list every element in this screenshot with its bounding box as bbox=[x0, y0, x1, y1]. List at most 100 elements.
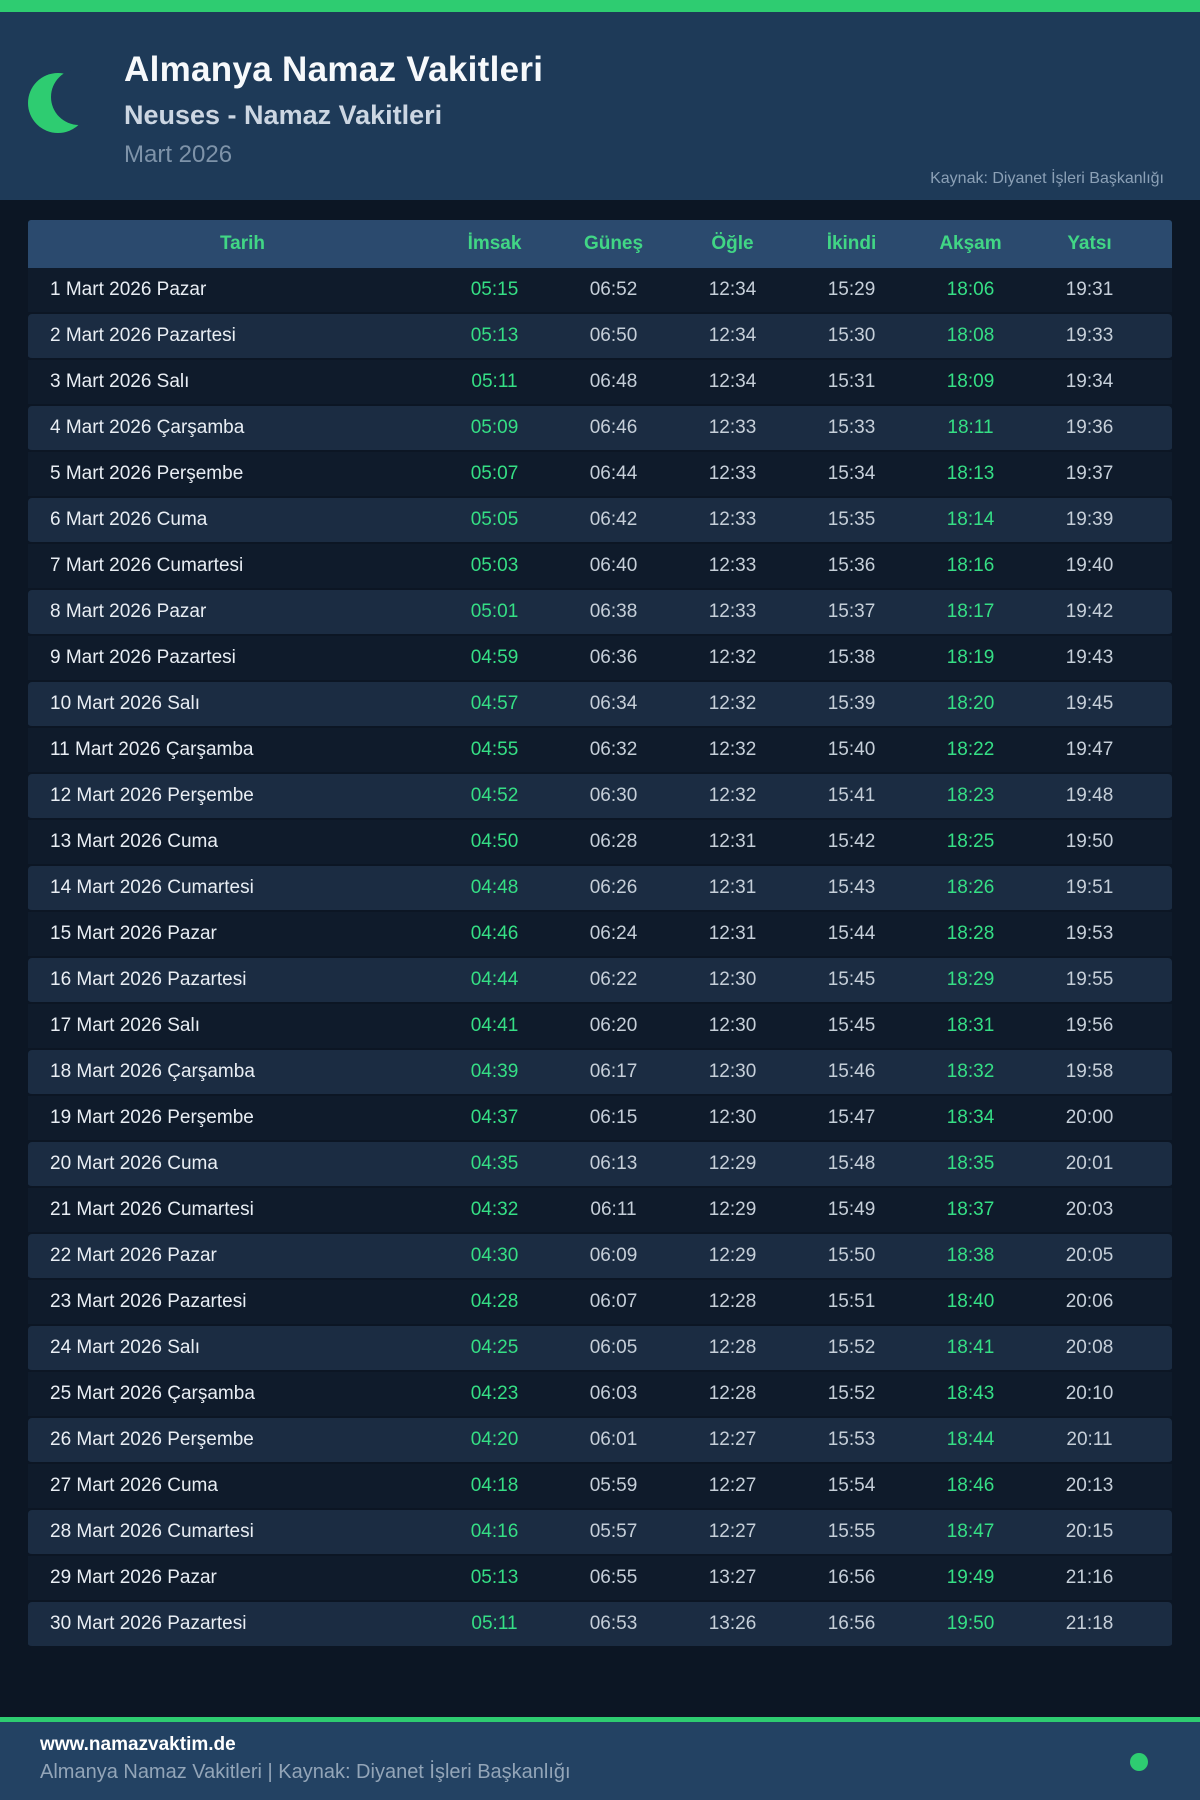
column-header-aksam: Akşam bbox=[939, 233, 1002, 254]
imsak-time-cell: 04:50 bbox=[470, 831, 519, 852]
aksam-time-cell: 18:17 bbox=[946, 601, 995, 622]
date-cell: 5 Mart 2026 Perşembe bbox=[50, 463, 244, 484]
aksam-time-cell: 18:20 bbox=[946, 693, 995, 714]
ogle-time-cell: 12:34 bbox=[708, 325, 757, 346]
ogle-time-cell: 12:33 bbox=[708, 601, 757, 622]
ogle-time-cell: 12:30 bbox=[708, 1015, 757, 1036]
footer-tagline: Almanya Namaz Vakitleri | Kaynak: Diyane… bbox=[40, 1761, 571, 1783]
ikindi-time-cell: 15:38 bbox=[827, 647, 876, 668]
ikindi-time-cell: 15:49 bbox=[827, 1199, 876, 1220]
aksam-time-cell: 18:28 bbox=[946, 923, 995, 944]
date-cell: 24 Mart 2026 Salı bbox=[50, 1337, 200, 1358]
date-cell: 28 Mart 2026 Cumartesi bbox=[50, 1521, 254, 1542]
ikindi-time-cell: 15:31 bbox=[827, 371, 876, 392]
ogle-time-cell: 12:34 bbox=[708, 279, 757, 300]
gunes-time-cell: 06:42 bbox=[589, 509, 638, 530]
table-row: 23 Mart 2026 Pazartesi 04:28 06:07 12:28… bbox=[28, 1280, 1172, 1326]
imsak-time-cell: 05:05 bbox=[470, 509, 519, 530]
ogle-time-cell: 12:27 bbox=[708, 1429, 757, 1450]
gunes-time-cell: 05:57 bbox=[589, 1521, 638, 1542]
table-row: 15 Mart 2026 Pazar 04:46 06:24 12:31 15:… bbox=[28, 912, 1172, 958]
ikindi-time-cell: 15:43 bbox=[827, 877, 876, 898]
date-cell: 19 Mart 2026 Perşembe bbox=[50, 1107, 254, 1128]
gunes-time-cell: 06:32 bbox=[589, 739, 638, 760]
aksam-time-cell: 18:47 bbox=[946, 1521, 995, 1542]
ikindi-time-cell: 15:45 bbox=[827, 969, 876, 990]
table-header-row: Tarih İmsak Güneş Öğle İkindi Akşam Yats… bbox=[28, 220, 1172, 268]
aksam-time-cell: 18:08 bbox=[946, 325, 995, 346]
date-cell: 23 Mart 2026 Pazartesi bbox=[50, 1291, 247, 1312]
gunes-time-cell: 06:44 bbox=[589, 463, 638, 484]
ikindi-time-cell: 15:48 bbox=[827, 1153, 876, 1174]
ikindi-time-cell: 15:54 bbox=[827, 1475, 876, 1496]
footer-site-link[interactable]: www.namazvaktim.de bbox=[40, 1734, 236, 1755]
yatsi-time-cell: 19:33 bbox=[1065, 325, 1114, 346]
yatsi-time-cell: 20:03 bbox=[1065, 1199, 1114, 1220]
ogle-time-cell: 12:29 bbox=[708, 1153, 757, 1174]
yatsi-time-cell: 19:40 bbox=[1065, 555, 1114, 576]
ikindi-time-cell: 15:37 bbox=[827, 601, 876, 622]
ogle-time-cell: 12:29 bbox=[708, 1199, 757, 1220]
month-label: Mart 2026 bbox=[124, 141, 233, 168]
aksam-time-cell: 18:43 bbox=[946, 1383, 995, 1404]
yatsi-time-cell: 20:10 bbox=[1065, 1383, 1114, 1404]
ogle-time-cell: 12:32 bbox=[708, 785, 757, 806]
table-row: 5 Mart 2026 Perşembe 05:07 06:44 12:33 1… bbox=[28, 452, 1172, 498]
gunes-time-cell: 06:52 bbox=[589, 279, 638, 300]
aksam-time-cell: 19:49 bbox=[946, 1567, 995, 1588]
ikindi-time-cell: 15:52 bbox=[827, 1337, 876, 1358]
imsak-time-cell: 05:07 bbox=[470, 463, 519, 484]
yatsi-time-cell: 19:45 bbox=[1065, 693, 1114, 714]
ogle-time-cell: 12:33 bbox=[708, 417, 757, 438]
yatsi-time-cell: 19:55 bbox=[1065, 969, 1114, 990]
table-row: 24 Mart 2026 Salı 04:25 06:05 12:28 15:5… bbox=[28, 1326, 1172, 1372]
gunes-time-cell: 06:13 bbox=[589, 1153, 638, 1174]
yatsi-time-cell: 19:39 bbox=[1065, 509, 1114, 530]
ogle-time-cell: 12:33 bbox=[708, 555, 757, 576]
yatsi-time-cell: 19:31 bbox=[1065, 279, 1114, 300]
yatsi-time-cell: 19:48 bbox=[1065, 785, 1114, 806]
date-cell: 26 Mart 2026 Perşembe bbox=[50, 1429, 254, 1450]
gunes-time-cell: 06:36 bbox=[589, 647, 638, 668]
gunes-time-cell: 06:15 bbox=[589, 1107, 638, 1128]
table-row: 28 Mart 2026 Cumartesi 04:16 05:57 12:27… bbox=[28, 1510, 1172, 1556]
gunes-time-cell: 06:03 bbox=[589, 1383, 638, 1404]
imsak-time-cell: 04:39 bbox=[470, 1061, 519, 1082]
imsak-time-cell: 04:48 bbox=[470, 877, 519, 898]
green-dot-icon bbox=[1130, 1753, 1148, 1771]
aksam-time-cell: 18:25 bbox=[946, 831, 995, 852]
ogle-time-cell: 12:31 bbox=[708, 831, 757, 852]
table-row: 1 Mart 2026 Pazar 05:15 06:52 12:34 15:2… bbox=[28, 268, 1172, 314]
ogle-time-cell: 12:30 bbox=[708, 1061, 757, 1082]
date-cell: 8 Mart 2026 Pazar bbox=[50, 601, 207, 622]
ikindi-time-cell: 15:46 bbox=[827, 1061, 876, 1082]
date-cell: 12 Mart 2026 Perşembe bbox=[50, 785, 254, 806]
table-row: 30 Mart 2026 Pazartesi 05:11 06:53 13:26… bbox=[28, 1602, 1172, 1648]
table-row: 6 Mart 2026 Cuma 05:05 06:42 12:33 15:35… bbox=[28, 498, 1172, 544]
column-header-imsak: İmsak bbox=[467, 233, 522, 254]
imsak-time-cell: 04:35 bbox=[470, 1153, 519, 1174]
aksam-time-cell: 18:06 bbox=[946, 279, 995, 300]
aksam-time-cell: 18:13 bbox=[946, 463, 995, 484]
gunes-time-cell: 06:55 bbox=[589, 1567, 638, 1588]
date-cell: 10 Mart 2026 Salı bbox=[50, 693, 200, 714]
imsak-time-cell: 04:52 bbox=[470, 785, 519, 806]
imsak-time-cell: 04:46 bbox=[470, 923, 519, 944]
yatsi-time-cell: 19:56 bbox=[1065, 1015, 1114, 1036]
table-row: 9 Mart 2026 Pazartesi 04:59 06:36 12:32 … bbox=[28, 636, 1172, 682]
imsak-time-cell: 04:41 bbox=[470, 1015, 519, 1036]
ikindi-time-cell: 15:50 bbox=[827, 1245, 876, 1266]
page-subtitle: Neuses - Namaz Vakitleri bbox=[124, 100, 443, 130]
gunes-time-cell: 06:22 bbox=[589, 969, 638, 990]
yatsi-time-cell: 19:36 bbox=[1065, 417, 1114, 438]
ogle-time-cell: 12:28 bbox=[708, 1337, 757, 1358]
column-header-tarih: Tarih bbox=[219, 233, 266, 254]
yatsi-time-cell: 19:43 bbox=[1065, 647, 1114, 668]
date-cell: 13 Mart 2026 Cuma bbox=[50, 831, 218, 852]
imsak-time-cell: 05:09 bbox=[470, 417, 519, 438]
table-row: 11 Mart 2026 Çarşamba 04:55 06:32 12:32 … bbox=[28, 728, 1172, 774]
date-cell: 17 Mart 2026 Salı bbox=[50, 1015, 200, 1036]
table-row: 16 Mart 2026 Pazartesi 04:44 06:22 12:30… bbox=[28, 958, 1172, 1004]
aksam-time-cell: 18:29 bbox=[946, 969, 995, 990]
yatsi-time-cell: 19:53 bbox=[1065, 923, 1114, 944]
